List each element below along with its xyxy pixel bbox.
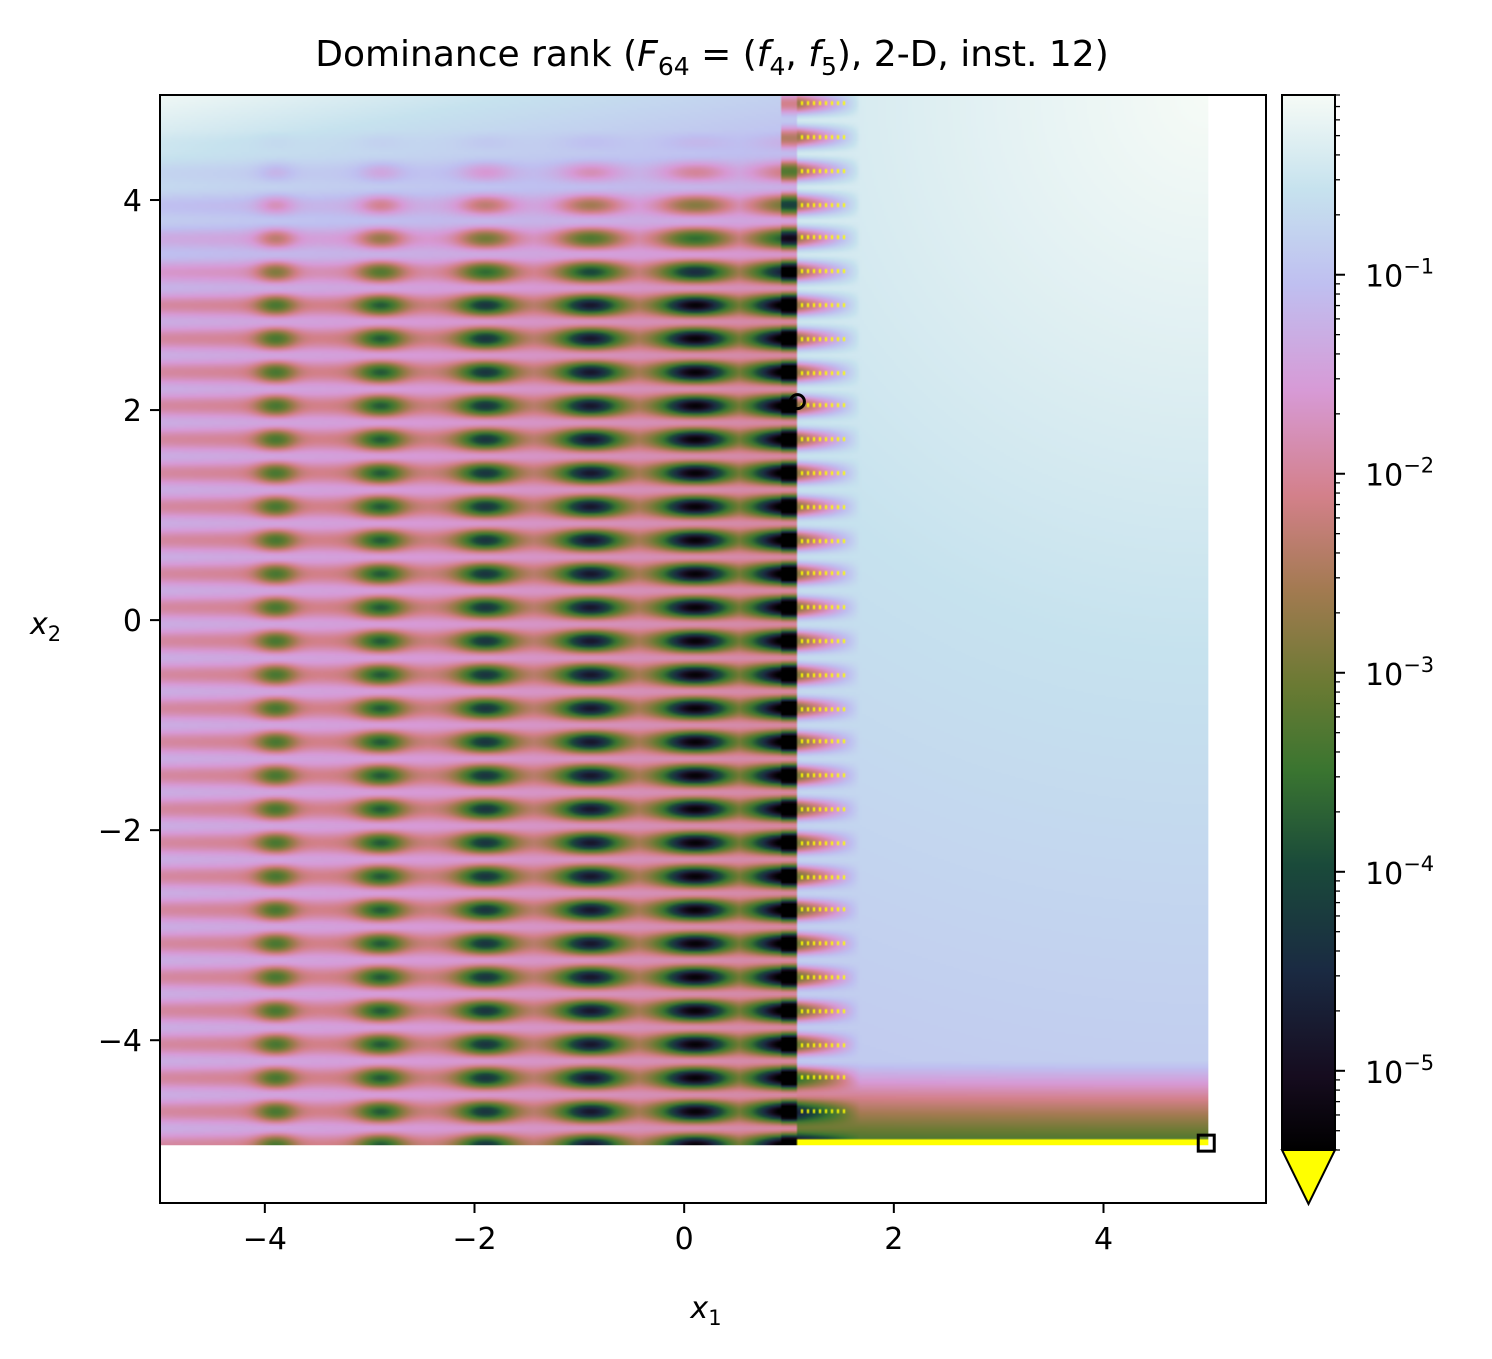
- colorbar-tick-label: 10−4: [1365, 852, 1434, 892]
- colorbar-tick-label: 10−3: [1365, 653, 1434, 693]
- x-axis-label: x1: [689, 1291, 721, 1330]
- y-tick-label: 0: [123, 604, 142, 639]
- colorbar-tick-label: 10−2: [1365, 454, 1434, 494]
- markers-layer: [788, 393, 1216, 1153]
- colorbar: 10−5 10−4 10−3 10−2 10−1: [1280, 94, 1434, 1207]
- y-axis-label: x2: [29, 607, 61, 646]
- heatmap-image: [160, 95, 1209, 1146]
- y-tick-label: −4: [98, 1024, 142, 1059]
- colorbar-tick-label: 10−1: [1365, 255, 1434, 295]
- chart-title: Dominance rank (F64 = (f4, f5), 2-D, ins…: [315, 34, 1109, 81]
- y-tick-label: 4: [123, 184, 142, 219]
- plot-frame: [159, 94, 1267, 1204]
- circle-marker: [788, 393, 806, 411]
- colorbar-body: [1282, 95, 1335, 1150]
- y-tick-label: 2: [123, 394, 142, 429]
- square-marker: [1196, 1133, 1216, 1153]
- x-tick-label: 0: [675, 1222, 694, 1257]
- x-tick-label: −4: [243, 1222, 287, 1257]
- colorbar-tick-label: 10−5: [1365, 1051, 1434, 1091]
- heatmap: [160, 95, 1209, 1146]
- x-tick-label: 2: [884, 1222, 903, 1257]
- colorbar-ticks: 10−5 10−4 10−3 10−2 10−1: [1335, 94, 1434, 1151]
- x-tick-label: 4: [1094, 1222, 1113, 1257]
- colorbar-under-extension: [1280, 1149, 1337, 1207]
- x-tick-label: −2: [452, 1222, 496, 1257]
- colorbar-outline: [1281, 94, 1336, 1150]
- y-tick-label: −2: [98, 814, 142, 849]
- x-axis-ticks: −4 −2 0 2 4: [243, 1203, 1113, 1257]
- y-axis-ticks: 4 2 0 −2 −4: [98, 184, 160, 1059]
